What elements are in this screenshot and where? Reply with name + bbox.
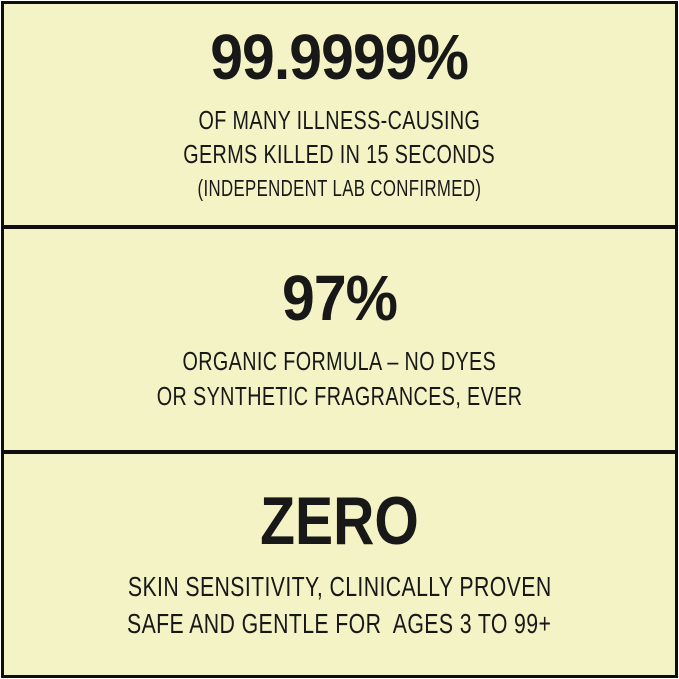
stat-line: GERMS KILLED IN 15 SECONDS [183,139,496,170]
stat-line: SKIN SENSITIVITY, CLINICALLY PROVEN [127,570,552,602]
stat-line: OR SYNTHETIC FRAGRANCES, EVER [156,380,523,411]
claim-panel-sensitivity: ZERO SKIN SENSITIVITY, CLINICALLY PROVEN… [4,454,675,675]
stat-line: SAFE AND GENTLE FOR AGES 3 TO 99+ [127,607,552,639]
stat-note: (INDEPENDENT LAB CONFIRMED) [197,175,482,202]
stat-line: ORGANIC FORMULA – NO DYES [182,346,497,377]
claim-panel-germ-kill: 99.9999% OF MANY ILLNESS-CAUSING GERMS K… [4,4,675,225]
stat-value: 97% [281,262,398,335]
stat-line: OF MANY ILLNESS-CAUSING [198,104,481,135]
stat-value: 99.9999% [210,20,470,93]
claim-panel-organic: 97% ORGANIC FORMULA – NO DYES OR SYNTHET… [4,229,675,450]
stat-value: ZERO [260,482,419,559]
